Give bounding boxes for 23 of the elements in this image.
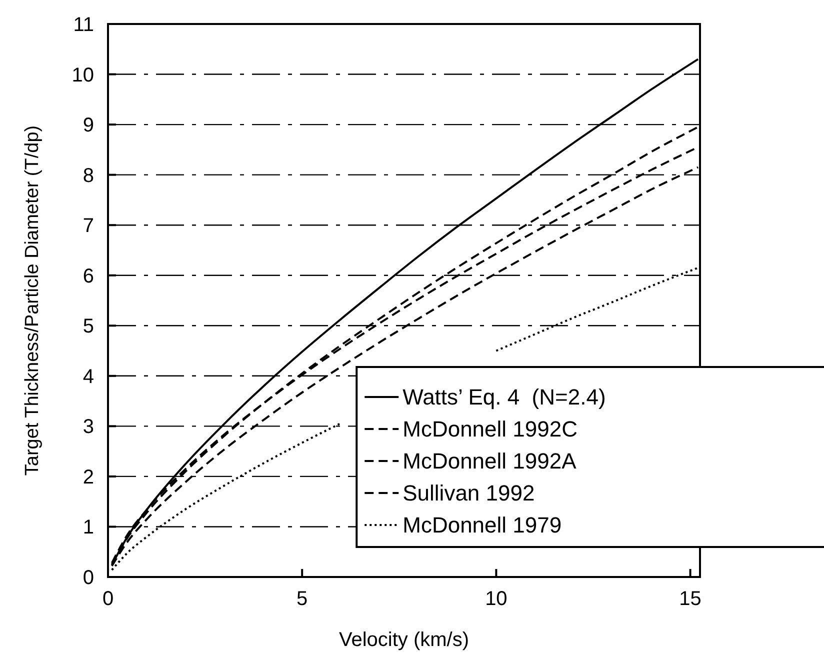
y-tick-label: 9 (82, 114, 94, 137)
y-tick-label: 7 (82, 215, 94, 238)
y-tick-label: 11 (73, 14, 94, 36)
y-axis-title: Target Thickness/Particle Diameter (T/dp) (22, 125, 43, 476)
y-tick-label: 6 (82, 265, 94, 288)
y-tick-label: 3 (82, 416, 94, 438)
y-tick-label: 10 (72, 64, 94, 86)
y-tick-label: 8 (82, 164, 94, 187)
y-tick-label: 2 (82, 466, 94, 488)
x-tick-label: 10 (485, 588, 508, 610)
x-axis-title: Velocity (km/s) (338, 629, 470, 651)
legend-label: Watts’ Eq. 4 (N=2.4) (402, 384, 606, 410)
y-tick-label: 1 (82, 516, 94, 539)
legend-label: McDonnell 1992A (402, 448, 577, 474)
legend-label: McDonnell 1992C (402, 416, 578, 442)
y-tick-label: 5 (82, 316, 94, 338)
x-tick-label: 15 (679, 588, 702, 610)
y-tick-label: 0 (82, 567, 94, 589)
legend-label: Sullivan 1992 (402, 480, 535, 506)
legend-label: McDonnell 1979 (402, 512, 562, 538)
y-tick-label: 4 (82, 366, 94, 388)
x-tick-label: 5 (296, 588, 308, 610)
x-tick-label: 0 (102, 588, 114, 610)
